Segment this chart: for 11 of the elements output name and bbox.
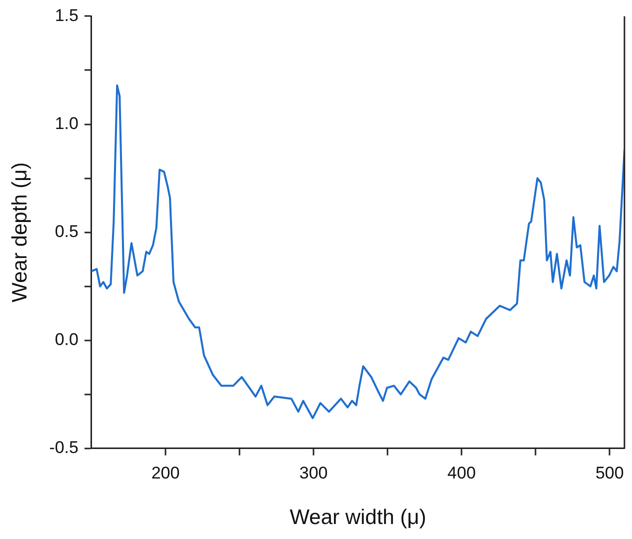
- x-tick-label: 300: [299, 463, 328, 482]
- x-tick-label: 200: [151, 463, 180, 482]
- y-tick-label: 1.0: [54, 114, 78, 133]
- y-axis-title: Wear depth (μ): [8, 162, 32, 302]
- y-tick-label: 0.5: [54, 222, 78, 241]
- x-axis-title: Wear width (μ): [290, 506, 426, 530]
- x-tick-label: 500: [595, 463, 624, 482]
- y-tick-label: 0.0: [54, 330, 78, 350]
- y-tick-label: -0.5: [49, 438, 78, 458]
- y-tick-label: 1.5: [54, 6, 78, 25]
- x-tick-label: 400: [447, 463, 476, 482]
